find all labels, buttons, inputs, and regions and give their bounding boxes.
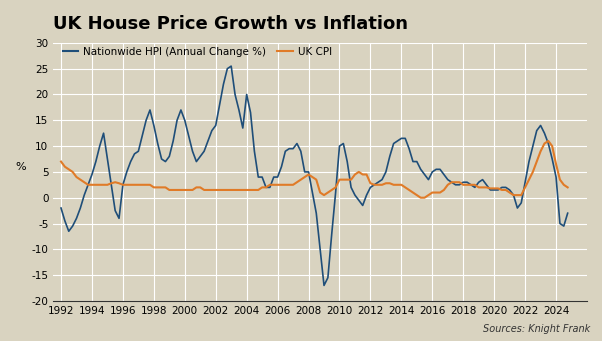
Y-axis label: %: % (15, 162, 26, 172)
UK CPI (471, 183, 479, 187)
Nationwide HPI (Annual Change %) (471, 186, 479, 190)
Nationwide HPI (Annual Change %) (231, 92, 238, 97)
Nationwide HPI (Annual Change %) (119, 183, 126, 187)
UK CPI (467, 183, 474, 187)
Nationwide HPI (Annual Change %) (564, 211, 571, 215)
UK CPI (119, 183, 126, 187)
Nationwide HPI (Annual Change %) (57, 206, 64, 210)
Nationwide HPI (Annual Change %) (100, 131, 107, 135)
Text: UK House Price Growth vs Inflation: UK House Price Growth vs Inflation (54, 15, 408, 33)
UK CPI (228, 188, 235, 192)
Legend: Nationwide HPI (Annual Change %), UK CPI: Nationwide HPI (Annual Change %), UK CPI (58, 43, 336, 61)
Line: UK CPI: UK CPI (61, 141, 568, 198)
UK CPI (564, 186, 571, 190)
Nationwide HPI (Annual Change %) (475, 180, 482, 184)
UK CPI (212, 188, 219, 192)
Nationwide HPI (Annual Change %) (212, 123, 219, 128)
Nationwide HPI (Annual Change %) (228, 64, 235, 68)
Text: Sources: Knight Frank: Sources: Knight Frank (483, 324, 590, 334)
UK CPI (545, 139, 552, 143)
UK CPI (57, 160, 64, 164)
Line: Nationwide HPI (Annual Change %): Nationwide HPI (Annual Change %) (61, 66, 568, 285)
UK CPI (417, 196, 424, 200)
UK CPI (100, 183, 107, 187)
Nationwide HPI (Annual Change %) (320, 283, 327, 287)
